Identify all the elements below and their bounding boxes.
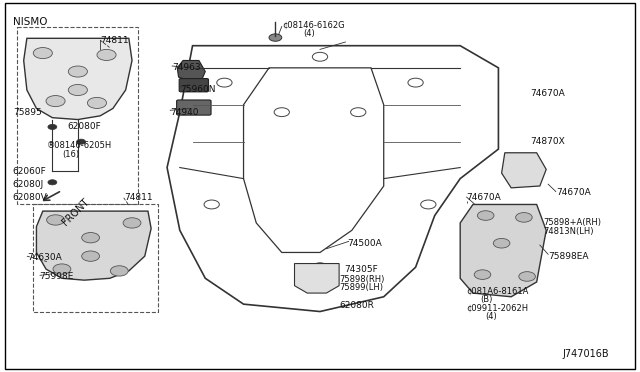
- Polygon shape: [502, 153, 546, 188]
- Text: (4): (4): [303, 29, 315, 38]
- Text: (4): (4): [486, 312, 497, 321]
- Text: 74670A: 74670A: [467, 193, 501, 202]
- Circle shape: [519, 272, 536, 281]
- Text: J747016B: J747016B: [562, 349, 609, 359]
- Text: ®08146-6205H: ®08146-6205H: [47, 141, 113, 150]
- Text: ¢09911-2062H: ¢09911-2062H: [467, 304, 529, 313]
- FancyBboxPatch shape: [177, 100, 211, 115]
- Circle shape: [123, 218, 141, 228]
- Text: 75898+A(RH): 75898+A(RH): [543, 218, 601, 227]
- Text: 74963: 74963: [172, 63, 201, 72]
- Circle shape: [88, 97, 106, 109]
- Circle shape: [110, 266, 128, 276]
- Circle shape: [68, 66, 88, 77]
- Circle shape: [97, 49, 116, 61]
- Text: 74811: 74811: [100, 36, 129, 45]
- Text: 74670A: 74670A: [556, 188, 591, 197]
- Circle shape: [269, 34, 282, 41]
- Text: 75898EA: 75898EA: [548, 251, 589, 261]
- Circle shape: [493, 238, 510, 248]
- Text: 62080F: 62080F: [67, 122, 100, 131]
- Text: 74813N(LH): 74813N(LH): [543, 227, 593, 235]
- Text: ¢081A6-8161A: ¢081A6-8161A: [467, 287, 529, 296]
- Text: 74870X: 74870X: [531, 137, 565, 146]
- Text: ¢08146-6162G: ¢08146-6162G: [282, 21, 344, 30]
- Polygon shape: [294, 263, 339, 293]
- Text: NISMO: NISMO: [13, 17, 47, 27]
- Circle shape: [33, 48, 52, 59]
- Text: 74811: 74811: [124, 193, 152, 202]
- Text: (16): (16): [62, 150, 79, 159]
- Circle shape: [516, 212, 532, 222]
- Circle shape: [82, 232, 100, 243]
- Circle shape: [82, 251, 100, 261]
- Polygon shape: [177, 61, 205, 81]
- Circle shape: [48, 180, 57, 185]
- Circle shape: [48, 124, 57, 129]
- Text: 62080R: 62080R: [339, 301, 374, 311]
- Circle shape: [474, 270, 491, 279]
- Circle shape: [477, 211, 494, 220]
- Text: 62080J: 62080J: [13, 180, 44, 189]
- Text: 75960N: 75960N: [180, 85, 215, 94]
- Text: 74670A: 74670A: [531, 89, 565, 98]
- Text: 74305F: 74305F: [344, 265, 378, 274]
- Text: 75998E: 75998E: [40, 272, 74, 281]
- Text: (B): (B): [481, 295, 493, 304]
- Circle shape: [68, 84, 88, 96]
- Text: 75898(RH): 75898(RH): [339, 275, 385, 284]
- Text: 75895: 75895: [13, 108, 42, 117]
- Polygon shape: [24, 38, 132, 119]
- Text: 74940: 74940: [170, 108, 199, 117]
- Text: 74500A: 74500A: [348, 239, 382, 248]
- Text: 62080V: 62080V: [13, 193, 47, 202]
- Circle shape: [46, 96, 65, 107]
- Text: 74630A: 74630A: [27, 253, 61, 263]
- Circle shape: [53, 264, 71, 274]
- Text: 62060F: 62060F: [13, 167, 47, 176]
- Polygon shape: [36, 211, 151, 280]
- FancyBboxPatch shape: [179, 78, 209, 92]
- Circle shape: [47, 215, 65, 225]
- Circle shape: [77, 139, 86, 144]
- Text: 75899(LH): 75899(LH): [339, 283, 383, 292]
- Polygon shape: [460, 205, 546, 297]
- Text: FRONT: FRONT: [60, 196, 91, 227]
